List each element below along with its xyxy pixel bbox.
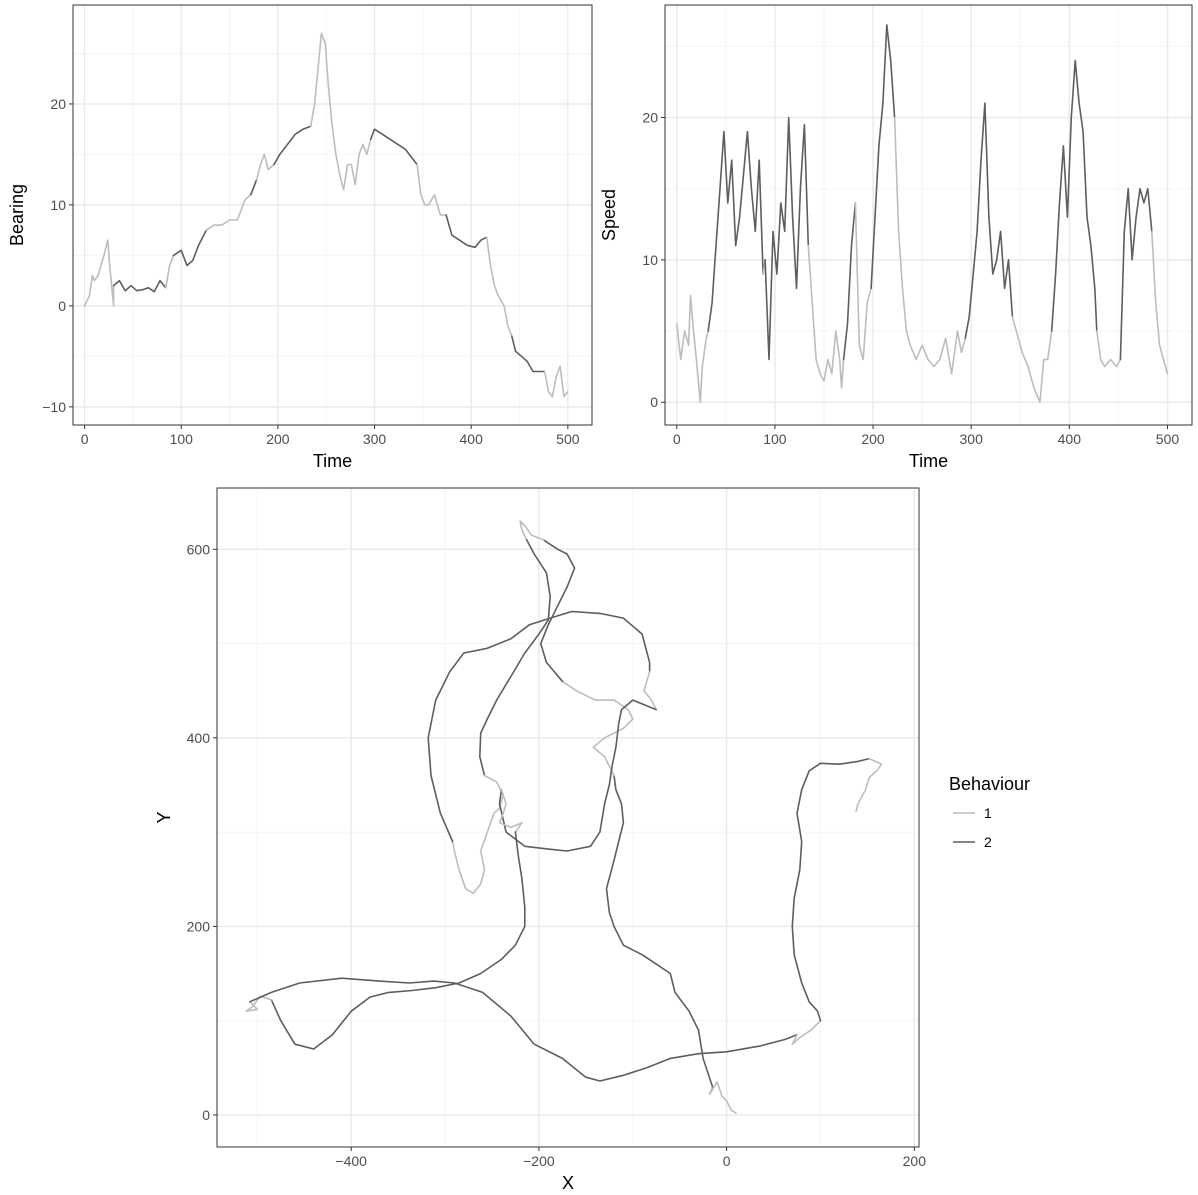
- series-behaviour-1-segment-11: [416, 163, 447, 216]
- x-tick-label: 0: [673, 431, 681, 447]
- series-behaviour-2-segment-2: [112, 279, 167, 293]
- series-behaviour-2-segment-2: [605, 774, 714, 1088]
- x-tick-label: 300: [363, 431, 387, 447]
- x-tick-label: 100: [170, 431, 194, 447]
- series-behaviour-2-segment-8: [870, 24, 896, 290]
- series-behaviour-2-segment-4: [172, 229, 208, 267]
- series-behaviour-2-segment-12: [270, 831, 526, 1050]
- series-behaviour-2-segment-4: [764, 116, 810, 361]
- series-behaviour-1-segment-5: [205, 194, 252, 231]
- y-axis-title: Speed: [599, 189, 619, 241]
- y-tick-label: 400: [187, 730, 211, 746]
- panel-background: [665, 5, 1192, 425]
- series-behaviour-1-segment-13: [485, 236, 513, 337]
- y-tick-label: 0: [202, 1107, 210, 1123]
- series-behaviour-1-segment-15: [1151, 230, 1169, 375]
- y-tick-label: 20: [642, 109, 658, 125]
- y-tick-label: 10: [642, 252, 658, 268]
- series-behaviour-1-segment-1: [83, 239, 115, 307]
- series-behaviour-1-segment-7: [255, 153, 275, 181]
- series-behaviour-1-segment-5: [807, 244, 845, 389]
- series-behaviour-1-segment-9: [310, 32, 372, 191]
- series-behaviour-2-segment-2: [707, 130, 764, 332]
- series-behaviour-2-segment-4: [540, 539, 576, 683]
- series-behaviour-2-segment-14: [249, 977, 798, 1082]
- series-group: [676, 24, 1169, 403]
- panel-background: [73, 5, 592, 425]
- series-behaviour-2-segment-10: [369, 128, 418, 166]
- x-axis-title: Time: [909, 451, 948, 471]
- series-behaviour-1-segment-9: [643, 671, 657, 711]
- y-tick-label: 20: [50, 96, 66, 112]
- series-behaviour-1-segment-15: [791, 1019, 822, 1045]
- y-tick-label: 600: [187, 541, 211, 557]
- x-tick-label: 300: [960, 431, 984, 447]
- x-tick-label: −400: [335, 1153, 367, 1169]
- series-behaviour-2-segment-16: [791, 757, 871, 1022]
- chart-2: 0 100 200 300 400 500 0 10 20 Time Speed: [599, 4, 1193, 471]
- y-tick-label: 200: [187, 918, 211, 934]
- series-behaviour-1-segment-9: [893, 116, 967, 375]
- legend-title: Behaviour: [949, 774, 1030, 794]
- panel-border: [216, 487, 920, 1148]
- x-tick-label: 200: [861, 431, 885, 447]
- series-behaviour-2-segment-8: [427, 610, 651, 843]
- series-behaviour-1-segment-1: [676, 294, 709, 403]
- panel-background: [217, 488, 919, 1147]
- x-tick-label: 500: [556, 431, 580, 447]
- y-axis-title: Bearing: [7, 184, 27, 246]
- panel-border: [664, 4, 1193, 426]
- y-tick-label: −10: [42, 399, 66, 415]
- series-behaviour-2-segment-12: [445, 214, 488, 249]
- series-behaviour-2-segment-10: [964, 102, 1014, 339]
- x-tick-label: 200: [266, 431, 290, 447]
- y-tick-label: 0: [58, 298, 66, 314]
- series-behaviour-1-segment-5: [519, 520, 545, 541]
- chart-3: −400 −200 0 200 0 200 400 600 X Y Behaviour 1 2: [154, 487, 1030, 1193]
- x-tick-label: 400: [460, 431, 484, 447]
- x-tick-label: 200: [903, 1153, 927, 1169]
- series-group: [245, 520, 883, 1114]
- x-tick-label: 400: [1058, 431, 1082, 447]
- chart-1: 0 100 200 300 400 500 −10 0 10 20 Time Bearing: [7, 4, 593, 471]
- series-behaviour-1-segment-7: [451, 774, 504, 895]
- series-behaviour-1-segment-7: [854, 202, 872, 361]
- y-tick-label: 0: [650, 394, 658, 410]
- panel-border: [72, 4, 593, 426]
- series-behaviour-1-segment-3: [165, 254, 175, 289]
- legend: Behaviour 1 2: [949, 774, 1030, 850]
- series-behaviour-2-segment-6: [250, 178, 258, 196]
- series-behaviour-2-segment-14: [1119, 187, 1153, 361]
- series-behaviour-1-segment-13: [1096, 330, 1122, 368]
- x-tick-label: 0: [81, 431, 89, 447]
- series-behaviour-1-segment-11: [498, 788, 523, 833]
- series-behaviour-2-segment-8: [273, 125, 312, 166]
- x-tick-label: −200: [523, 1153, 555, 1169]
- series-group: [83, 32, 569, 398]
- series-behaviour-1-segment-17: [855, 757, 883, 813]
- y-tick-label: 10: [50, 197, 66, 213]
- series-behaviour-1-segment-3: [561, 680, 634, 777]
- y-axis-title: Y: [154, 811, 174, 823]
- series-behaviour-2-segment-10: [498, 699, 657, 852]
- series-behaviour-1-segment-1: [708, 1081, 737, 1114]
- series-behaviour-1-segment-15: [543, 365, 569, 398]
- series-behaviour-2-segment-14: [511, 335, 546, 373]
- series-behaviour-2-segment-6: [479, 539, 551, 777]
- x-tick-label: 100: [763, 431, 787, 447]
- series-behaviour-2-segment-6: [842, 202, 857, 361]
- x-axis-title: X: [562, 1173, 574, 1193]
- x-tick-label: 0: [723, 1153, 731, 1169]
- x-axis-title: Time: [313, 451, 352, 471]
- x-tick-label: 500: [1156, 431, 1180, 447]
- series-behaviour-1-segment-11: [1011, 316, 1053, 403]
- series-behaviour-2-segment-12: [1050, 59, 1098, 332]
- legend-label-behaviour-2: 2: [984, 834, 992, 850]
- legend-label-behaviour-1: 1: [984, 805, 992, 821]
